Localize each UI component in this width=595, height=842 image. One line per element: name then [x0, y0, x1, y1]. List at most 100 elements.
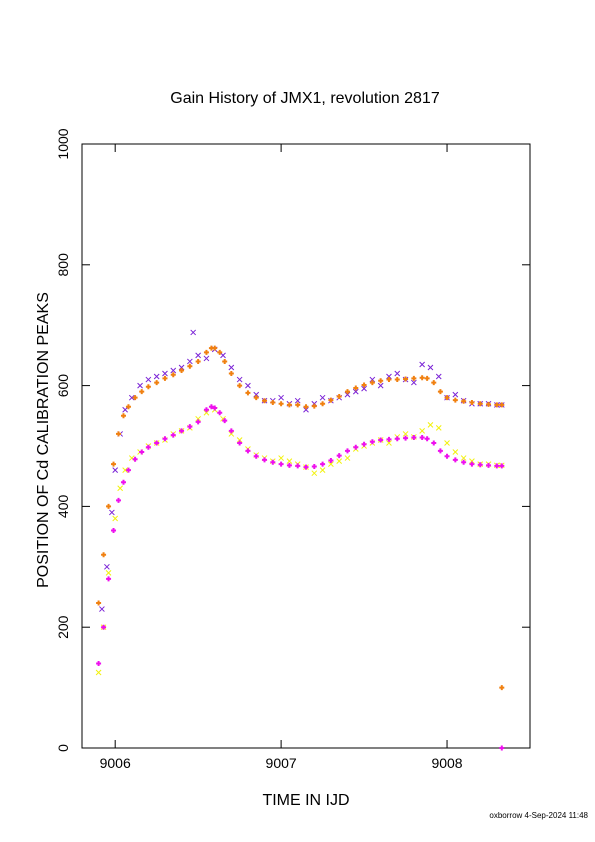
- data-point: [112, 467, 119, 474]
- data-point: [186, 358, 193, 365]
- data-point: [111, 528, 117, 534]
- data-point: [344, 455, 351, 461]
- data-point: [253, 453, 259, 459]
- data-point: [278, 461, 284, 467]
- data-point: [435, 425, 442, 431]
- data-point: [208, 404, 214, 410]
- data-point: [112, 515, 119, 522]
- data-point: [117, 485, 124, 492]
- data-point: [125, 467, 131, 473]
- data-point: [319, 467, 326, 474]
- data-point: [106, 503, 112, 509]
- y-axis-label: POSITION OF Cd CALIBRATION PEAKS: [35, 292, 52, 588]
- data-point: [336, 453, 342, 459]
- data-point: [96, 660, 102, 666]
- data-point: [435, 373, 442, 380]
- data-point: [344, 391, 351, 398]
- data-point: [139, 389, 145, 395]
- data-point: [403, 435, 409, 441]
- data-point: [369, 380, 375, 386]
- data-point: [139, 449, 145, 455]
- data-point: [270, 459, 276, 465]
- x-tick-label: 9007: [266, 755, 297, 771]
- data-point: [132, 395, 138, 401]
- data-point: [286, 462, 292, 468]
- data-point: [125, 404, 131, 410]
- data-point: [427, 364, 434, 371]
- data-point: [236, 376, 243, 383]
- data-point: [437, 448, 443, 454]
- data-point: [328, 461, 334, 467]
- data-point: [411, 435, 417, 441]
- series-3: [96, 345, 505, 691]
- data-point: [431, 380, 437, 386]
- data-point: [437, 389, 443, 395]
- data-point: [431, 440, 437, 446]
- data-point: [499, 402, 505, 408]
- data-point: [394, 370, 401, 377]
- data-point: [178, 364, 185, 371]
- data-point: [217, 349, 223, 355]
- y-tick-label: 800: [55, 253, 71, 277]
- data-point: [212, 345, 218, 351]
- data-point: [109, 509, 115, 516]
- data-point: [111, 461, 117, 467]
- data-point: [352, 388, 359, 395]
- data-point: [499, 685, 505, 691]
- data-point: [270, 400, 276, 406]
- data-point: [394, 436, 400, 442]
- data-point: [361, 385, 367, 392]
- data-point: [179, 428, 185, 434]
- x-tick-label: 9008: [431, 755, 462, 771]
- series-2: [95, 406, 505, 676]
- data-point: [203, 409, 210, 416]
- data-point: [253, 391, 260, 398]
- series-1: [99, 329, 505, 612]
- y-tick-label: 0: [55, 744, 71, 752]
- data-point: [427, 422, 434, 428]
- data-point: [319, 394, 326, 401]
- data-point: [162, 436, 168, 442]
- series-layer: [95, 329, 505, 751]
- data-point: [187, 363, 193, 369]
- data-point: [220, 352, 226, 359]
- data-point: [452, 449, 459, 455]
- data-point: [228, 431, 235, 437]
- data-point: [469, 400, 475, 406]
- data-point: [452, 457, 458, 463]
- data-point: [311, 470, 318, 477]
- data-point: [145, 444, 151, 450]
- axis-ticks: 9006 9007 9008 0 200 400 600 800 1000: [55, 128, 530, 771]
- data-point: [137, 382, 143, 389]
- data-point: [424, 436, 430, 442]
- data-point: [295, 463, 301, 469]
- data-point: [353, 444, 359, 450]
- data-point: [320, 461, 326, 467]
- data-point: [303, 404, 309, 410]
- data-point: [452, 397, 458, 403]
- data-point: [461, 459, 467, 465]
- data-point: [120, 413, 126, 419]
- data-point: [369, 376, 376, 383]
- data-point: [262, 457, 268, 463]
- data-point: [122, 406, 128, 413]
- data-point: [452, 391, 459, 398]
- data-point: [190, 329, 197, 336]
- data-point: [203, 355, 210, 362]
- data-point: [120, 479, 126, 485]
- data-point: [278, 455, 284, 461]
- data-point: [444, 453, 450, 459]
- data-point: [187, 424, 193, 430]
- data-point: [101, 552, 107, 558]
- data-point: [245, 382, 251, 389]
- data-point: [361, 382, 367, 388]
- data-point: [469, 458, 475, 464]
- data-point: [99, 606, 105, 612]
- data-point: [96, 600, 102, 606]
- data-point: [386, 436, 392, 442]
- data-point: [411, 375, 417, 381]
- data-point: [344, 448, 350, 454]
- data-point: [95, 669, 102, 676]
- data-point: [245, 390, 251, 396]
